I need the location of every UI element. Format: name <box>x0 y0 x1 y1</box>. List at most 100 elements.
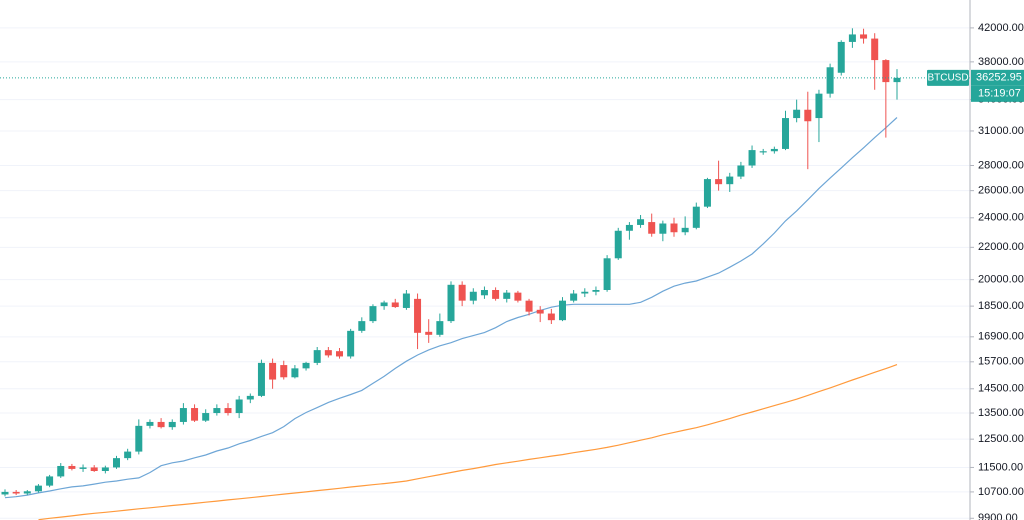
candle-body <box>235 399 243 414</box>
y-tick-label: 42000.00 <box>978 22 1024 34</box>
candle-body <box>514 292 522 301</box>
candle-body <box>391 302 399 308</box>
candle-body <box>648 222 656 234</box>
candle-body <box>737 165 745 177</box>
candle-body <box>101 467 109 472</box>
candle-body <box>759 151 767 153</box>
candle-body <box>581 291 589 294</box>
candle-body <box>291 368 299 378</box>
candle-body <box>213 408 221 414</box>
candle-body <box>625 224 633 231</box>
candle-body <box>503 292 511 299</box>
candle-body <box>202 413 210 421</box>
candle-body <box>224 408 232 414</box>
candle-body <box>1 491 9 495</box>
y-tick-label: 20000.00 <box>978 274 1024 286</box>
symbol-label: BTCUSD <box>927 72 968 83</box>
candle-body <box>369 306 377 322</box>
candle-body <box>815 93 823 119</box>
candle-body <box>90 467 98 472</box>
candle-body <box>358 321 366 331</box>
candle-body <box>79 467 87 469</box>
candle-body <box>614 230 622 259</box>
y-tick-label: 16900.00 <box>978 331 1024 343</box>
candle-body <box>793 109 801 119</box>
candle-body <box>670 223 678 233</box>
candle-body <box>703 179 711 207</box>
y-tick-label: 14500.00 <box>978 383 1024 395</box>
candle-body <box>848 34 856 42</box>
candle-body <box>347 330 355 357</box>
candle-body <box>146 421 154 426</box>
candle-body <box>313 350 321 363</box>
moving-average-line <box>38 364 898 520</box>
y-tick-label: 15700.00 <box>978 356 1024 368</box>
candle-body <box>692 206 700 228</box>
candle-body <box>414 298 422 333</box>
candle-body <box>402 293 410 308</box>
y-tick-label: 13500.00 <box>978 407 1024 419</box>
candle-body <box>425 331 433 335</box>
candle-body <box>324 350 332 356</box>
y-tick-label: 18500.00 <box>978 300 1024 312</box>
candle-body <box>157 421 165 428</box>
candle-body <box>257 362 265 396</box>
candle-body <box>804 109 812 122</box>
y-tick-label: 22000.00 <box>978 241 1024 253</box>
y-tick-label: 10700.00 <box>978 486 1024 498</box>
y-tick-label: 26000.00 <box>978 185 1024 197</box>
countdown-label: 15:19:07 <box>978 88 1021 100</box>
candle-body <box>436 321 444 335</box>
candle-body <box>12 491 20 494</box>
candle-body <box>536 309 544 314</box>
candle-body <box>469 291 477 301</box>
moving-average-line <box>4 117 898 499</box>
candle-body <box>871 38 879 61</box>
candle-body <box>480 290 488 296</box>
candle-body <box>681 227 689 233</box>
candle-body <box>124 451 132 459</box>
candle-body <box>280 365 288 378</box>
y-tick-label: 28000.00 <box>978 159 1024 171</box>
y-tick-label: 31000.00 <box>978 125 1024 137</box>
candle-body <box>525 300 533 312</box>
candle-body <box>715 179 723 185</box>
candle-body <box>336 351 343 357</box>
y-tick-label: 38000.00 <box>978 56 1024 68</box>
candle-body <box>726 176 734 185</box>
price-badge <box>971 69 1024 86</box>
candle-body <box>57 465 65 477</box>
last-price-label: 36252.95 <box>976 72 1022 84</box>
candle-body <box>179 408 187 422</box>
candle-body <box>748 150 756 166</box>
candle-body <box>113 458 120 468</box>
candle-body <box>135 425 143 452</box>
price-axis-labels: 42000.0038000.0034000.0031000.0028000.00… <box>927 22 1024 520</box>
candle-body <box>637 219 645 225</box>
candle-body <box>168 421 176 428</box>
candle-body <box>860 34 868 39</box>
y-tick-label: 9900.00 <box>978 512 1018 520</box>
grid <box>0 27 970 519</box>
candle-body <box>191 408 199 421</box>
candle-body <box>837 41 845 73</box>
candle-body <box>23 491 31 494</box>
candle-body <box>34 485 42 492</box>
y-tick-label: 11500.00 <box>978 461 1023 473</box>
candle-body <box>570 293 578 301</box>
candle-body <box>380 302 388 307</box>
candle-body <box>592 290 600 292</box>
symbol-badge <box>927 69 969 86</box>
candle-body <box>659 223 667 234</box>
plot <box>0 28 970 520</box>
candle-body <box>782 118 789 149</box>
candle-body <box>46 476 54 486</box>
candle-body <box>246 395 254 400</box>
candle-body <box>559 300 566 321</box>
candle-body <box>492 290 500 299</box>
candle-body <box>826 67 834 94</box>
candle-body <box>882 60 890 83</box>
